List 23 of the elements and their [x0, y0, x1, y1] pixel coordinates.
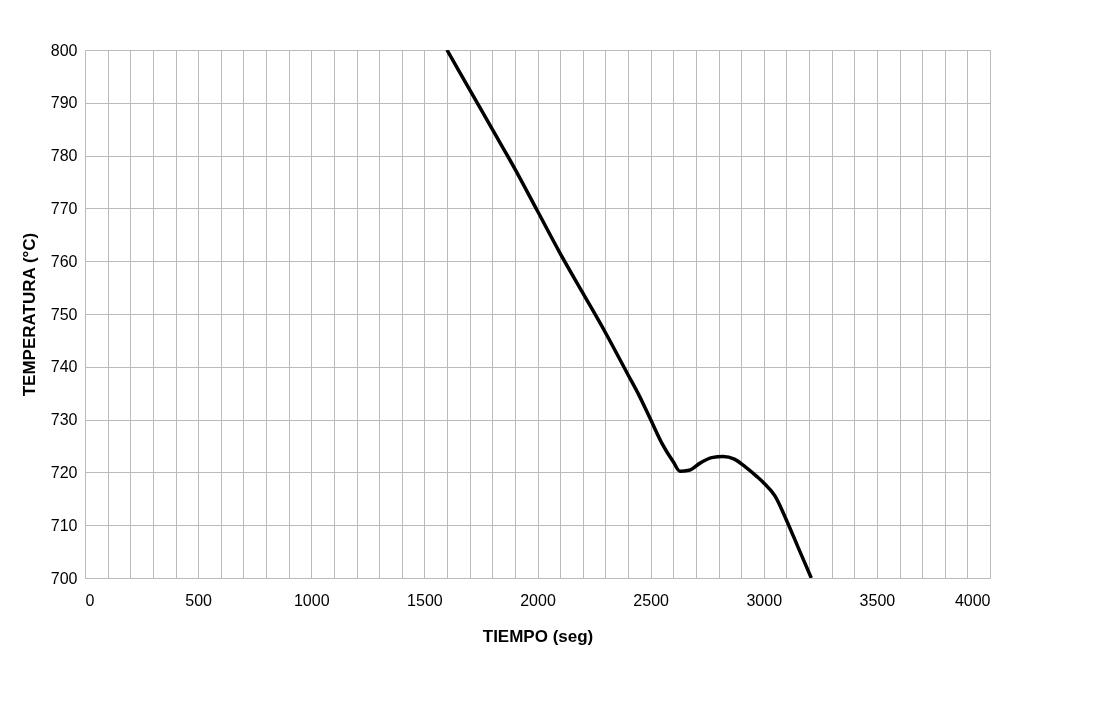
line-series [445, 50, 814, 578]
y-tick-label: 750 [50, 305, 78, 323]
x-tick-label: 1500 [407, 591, 443, 609]
y-tick-label: 730 [50, 411, 78, 429]
x-tick-label: 2500 [633, 591, 670, 609]
y-tick-label: 700 [50, 569, 78, 587]
y-tick-label: 790 [50, 94, 78, 112]
y-axis-title: TEMPERATURA (°C) [19, 232, 39, 397]
x-tick-label: 4000 [954, 591, 991, 609]
x-tick-label: 3000 [746, 591, 783, 609]
y-tick-label: 780 [50, 147, 78, 165]
x-tick-label: 500 [185, 591, 213, 609]
y-tick-label: 740 [50, 358, 78, 376]
y-tick-label: 770 [50, 199, 78, 217]
y-tick-label: 710 [50, 516, 78, 534]
y-tick-label: 760 [50, 252, 78, 270]
x-tick-label: 2000 [520, 591, 556, 609]
x-tick-label: 3500 [859, 591, 896, 609]
y-tick-label: 800 [50, 41, 78, 59]
x-axis-title: TIEMPO (seg) [482, 626, 594, 646]
x-tick-label: 0 [85, 591, 95, 609]
x-tick-label: 1000 [293, 591, 330, 609]
y-tick-label: 720 [50, 463, 78, 481]
